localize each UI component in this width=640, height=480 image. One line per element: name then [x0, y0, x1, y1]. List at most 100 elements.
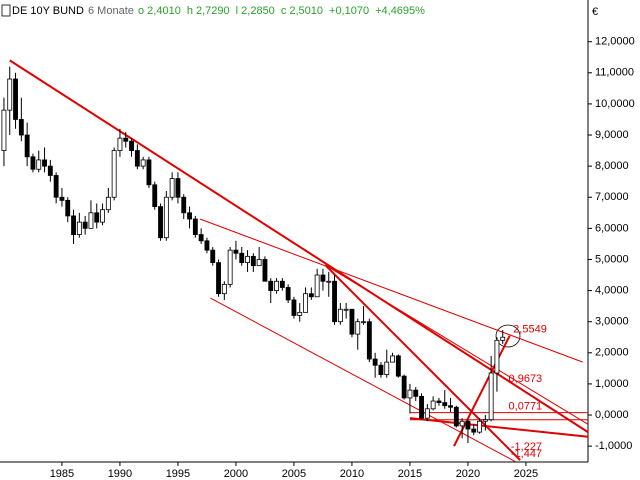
candle-body: [210, 249, 216, 263]
candle-body: [216, 262, 221, 295]
candle-body: [326, 280, 332, 283]
y-tick-label: 7,0000: [595, 191, 629, 203]
candle-body: [221, 283, 227, 295]
candle-body: [372, 358, 378, 366]
candle-body: [117, 137, 123, 151]
candle-body: [163, 196, 169, 239]
annotation: 0,0771: [509, 401, 543, 413]
candle-body: [401, 375, 407, 399]
candle-body: [465, 420, 471, 430]
candle-body: [30, 156, 36, 170]
candle-body: [65, 199, 71, 217]
title: DE 10Y BUND: [12, 5, 84, 17]
header: DE 10Y BUND 6 Monate: [1, 4, 134, 17]
candle-body: [82, 221, 88, 229]
quote-value: o 2,4010: [138, 5, 181, 17]
quote-value: +4,4695%: [375, 5, 425, 17]
candle-body: [337, 308, 343, 323]
trend-line: [199, 218, 583, 363]
annotation: 0,9673: [509, 373, 543, 385]
candle-body: [1, 109, 7, 151]
candle-body: [471, 428, 477, 433]
quote-value: l 2,2850: [236, 5, 275, 17]
y-tick-label: 12,0000: [595, 36, 635, 48]
candle-body: [366, 321, 372, 360]
candle-body: [303, 293, 308, 313]
candle-body: [407, 389, 413, 399]
candle-body: [343, 308, 349, 311]
candle-body: [279, 280, 285, 288]
candle-body: [181, 196, 187, 214]
candle-body: [227, 249, 233, 285]
quote-value: h 2,7290: [187, 5, 230, 17]
trend-line: [409, 417, 589, 438]
annotation: 2,5549: [513, 323, 547, 335]
candle-body: [436, 400, 442, 403]
annotation: -1,227: [511, 441, 542, 453]
x-tick-label: 2000: [224, 468, 248, 480]
y-tick-label: 11,0000: [595, 67, 634, 79]
y-tick-label: 1,0000: [595, 378, 629, 390]
candle-body: [395, 355, 401, 377]
y-tick-label: -1,0000: [595, 440, 632, 452]
candle-body: [390, 355, 395, 363]
candle-body: [233, 249, 239, 254]
x-tick-label: 2005: [282, 468, 306, 480]
candle-body: [477, 420, 482, 433]
candle-body: [268, 280, 274, 291]
candle-body: [152, 184, 158, 207]
candle-body: [71, 215, 76, 235]
candle-body: [192, 218, 198, 235]
y-tick-label: 5,0000: [595, 253, 629, 265]
candle-body: [7, 78, 13, 111]
candle-body: [123, 137, 129, 142]
candle-body: [349, 308, 355, 335]
candle-body: [146, 159, 152, 186]
x-tick-label: 2015: [398, 468, 422, 480]
candle-body: [94, 212, 100, 223]
candle-body: [378, 364, 384, 375]
candle-body: [494, 339, 500, 374]
candle-body: [332, 280, 337, 323]
trend-line: [210, 297, 516, 463]
candle-body: [430, 400, 436, 410]
candle-body: [100, 209, 105, 223]
trend-line: [325, 264, 589, 425]
candle-body: [158, 206, 163, 239]
candle-body: [448, 405, 453, 408]
candle-body: [13, 78, 18, 120]
trend-line: [324, 264, 521, 461]
candle-body: [413, 389, 419, 397]
highlight-circle: [495, 324, 521, 348]
candle-body: [488, 372, 494, 421]
candle-body: [314, 274, 320, 298]
candle-body: [442, 402, 448, 407]
candle-body: [482, 419, 488, 422]
x-tick-label: 1995: [166, 468, 190, 480]
period: 6 Monate: [88, 5, 134, 17]
currency: €: [592, 6, 598, 18]
candle-body: [459, 420, 465, 427]
candle-body: [453, 406, 459, 427]
candle-body: [320, 274, 326, 282]
candle-icon: [1, 4, 11, 17]
y-tick-label: 2,0000: [595, 347, 629, 359]
candle-body: [140, 159, 146, 167]
candle-body: [88, 212, 94, 229]
candle-body: [24, 134, 30, 158]
candle-body: [187, 212, 192, 220]
y-tick-label: 6,0000: [595, 222, 629, 234]
candle-body: [250, 255, 256, 267]
candle-body: [129, 140, 134, 151]
candle-body: [47, 165, 53, 176]
candle-body: [36, 159, 42, 170]
candle-body: [355, 321, 361, 335]
candle-body: [384, 361, 390, 375]
candle-body: [239, 252, 245, 263]
x-tick-label: 1990: [108, 468, 132, 480]
candle-body: [59, 196, 65, 201]
x-tick-label: 2010: [340, 468, 364, 480]
